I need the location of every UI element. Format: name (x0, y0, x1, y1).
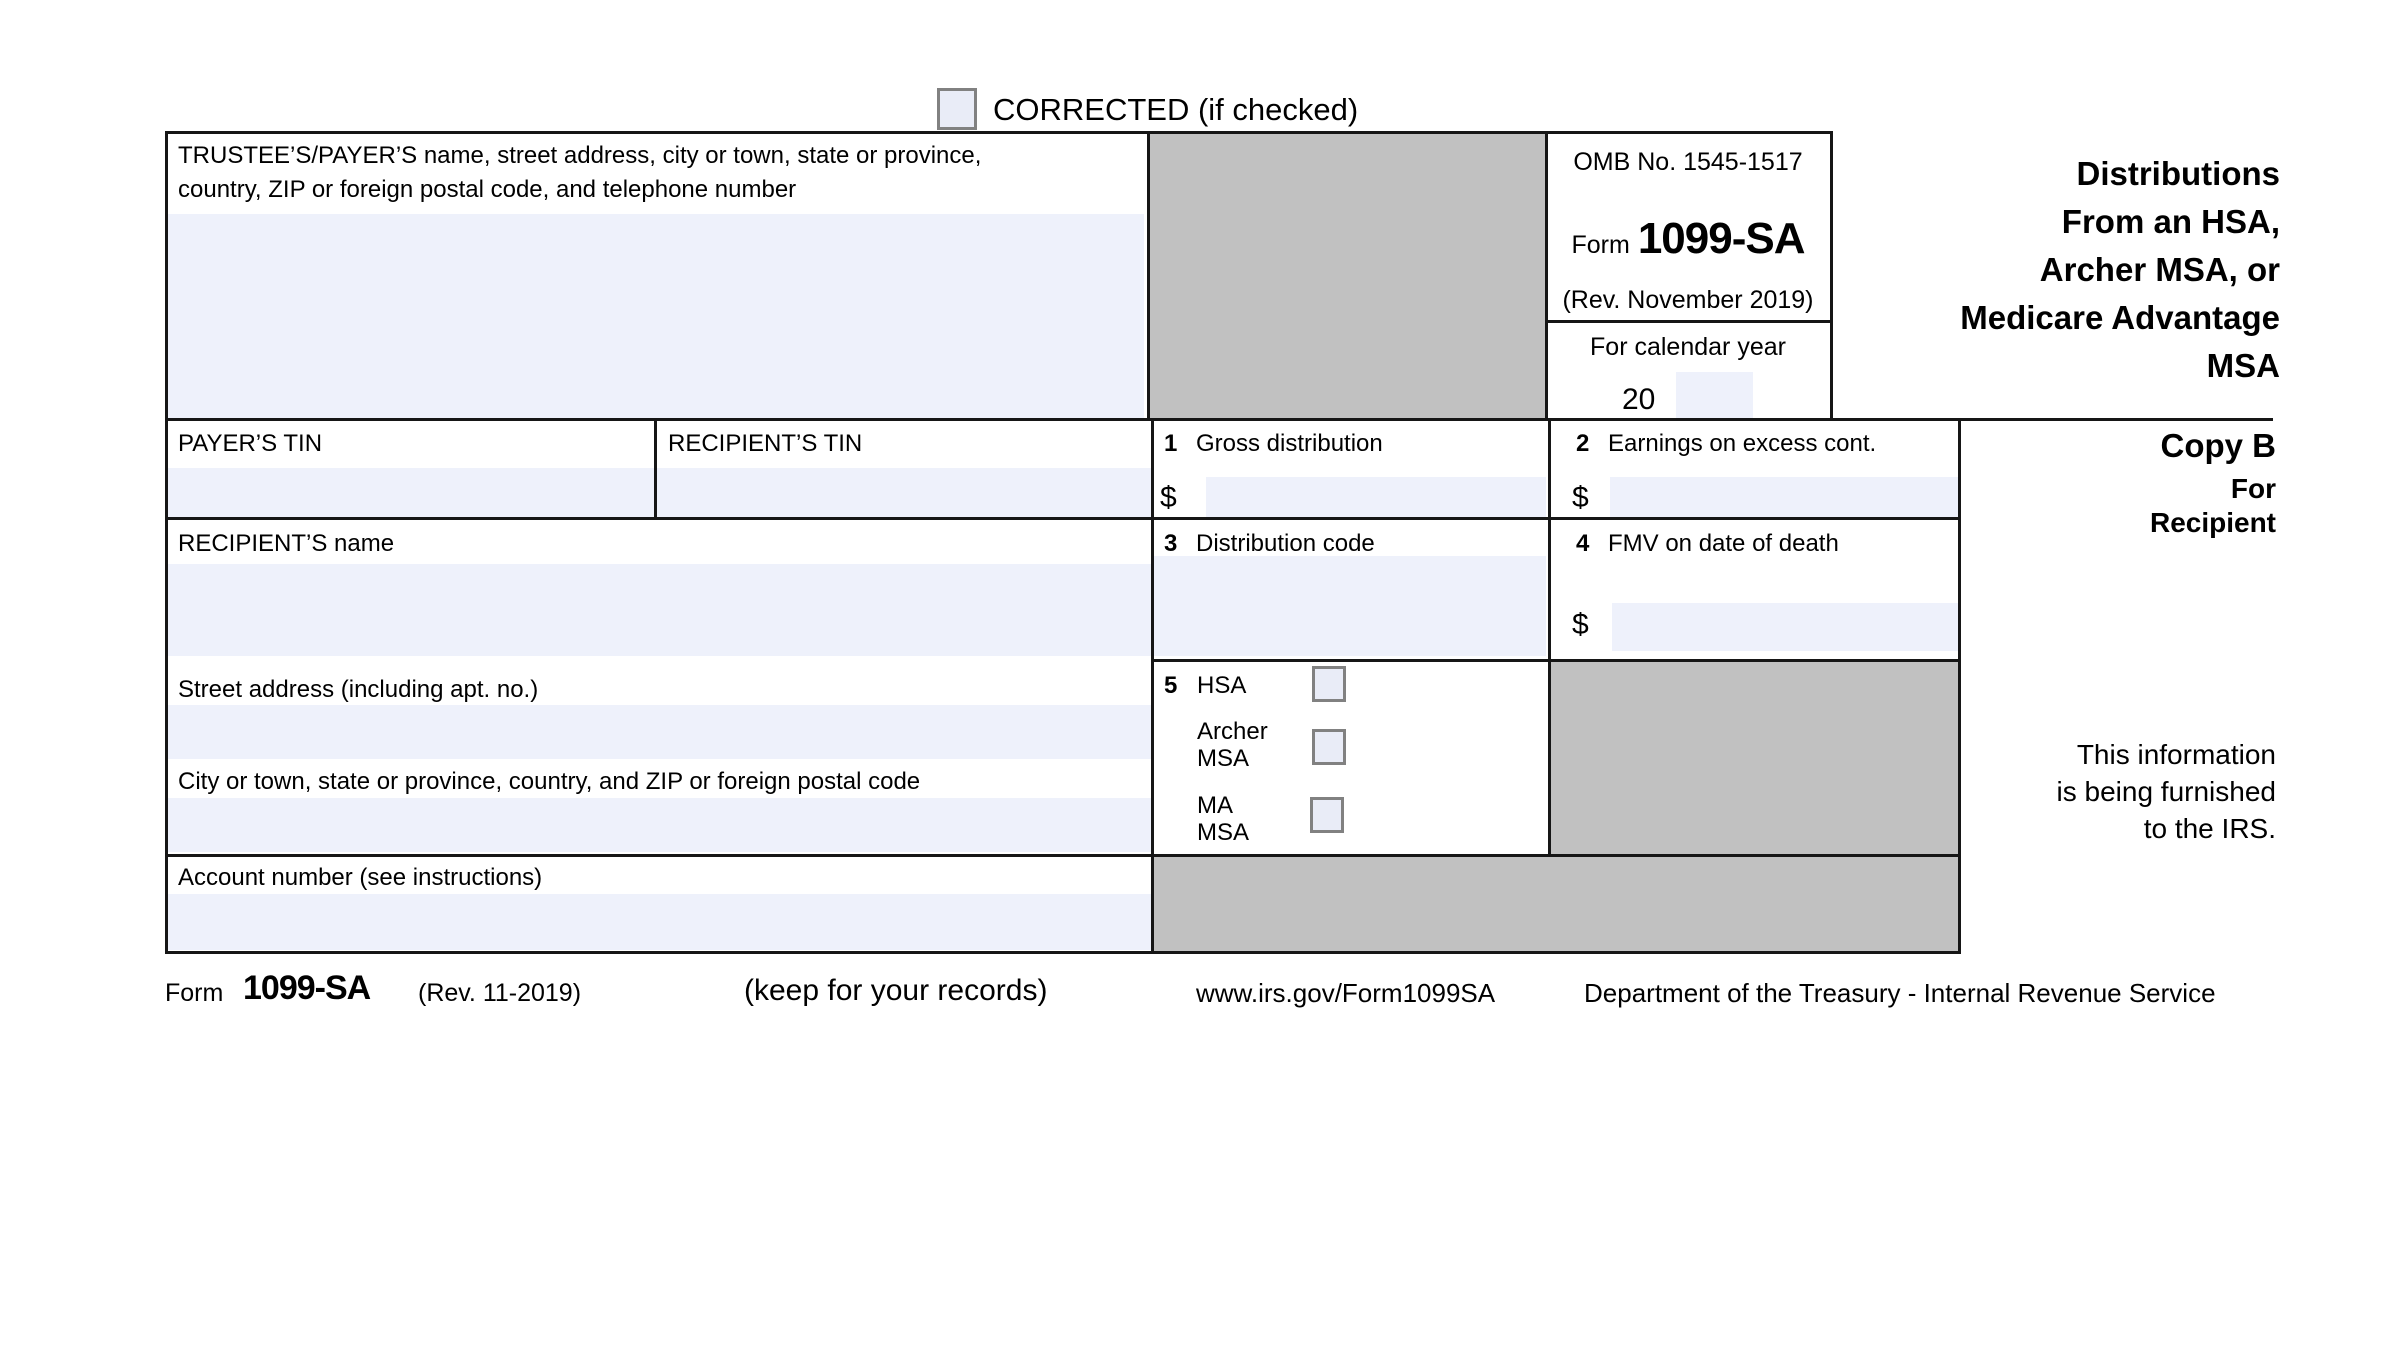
form-number: 1099-SA (1637, 214, 1806, 263)
box2-label: Earnings on excess cont. (1608, 430, 1877, 457)
omb-number: OMB No. 1545-1517 (1573, 148, 1803, 176)
border-row4-bottom (165, 854, 1961, 857)
form-revision: (Rev. November 2019) (1562, 286, 1814, 314)
border-shade-left (1147, 131, 1150, 421)
box5-archer-label: Archer MSA (1197, 718, 1268, 772)
border-row1-bottom (165, 418, 2273, 421)
recipient-tin-input[interactable] (657, 468, 1151, 517)
account-number-input[interactable] (168, 894, 1151, 950)
box4-label: FMV on date of death (1608, 530, 1839, 557)
box5-ma-label: MA MSA (1197, 792, 1249, 846)
copy-b-label: Copy B (2160, 427, 2277, 464)
box2-number: 2 (1576, 430, 1590, 457)
border-row3-bottom (1152, 659, 1961, 662)
footer-department: Department of the Treasury - Internal Re… (1584, 978, 2216, 1008)
fmv-date-death-input[interactable] (1612, 603, 1958, 651)
payer-tin-input[interactable] (168, 468, 654, 517)
border-tin-divider (654, 418, 657, 520)
city-input[interactable] (168, 798, 1151, 852)
street-address-input[interactable] (168, 705, 1151, 759)
box5-ma-label-line2: MSA (1197, 819, 1250, 846)
gross-distribution-input[interactable] (1206, 477, 1546, 517)
box1-dollar-sign: $ (1160, 481, 1177, 514)
street-address-label: Street address (including apt. no.) (178, 676, 539, 703)
copy-block: Copy B For Recipient (1980, 426, 2276, 540)
border-top (165, 131, 1833, 134)
form-title-line5: MSA (2206, 347, 2280, 384)
form-number-heading: Form 1099-SA (1546, 214, 1830, 270)
account-number-label: Account number (see instructions) (178, 864, 543, 891)
copy-recipient-label: Recipient (2149, 507, 2276, 538)
earnings-excess-input[interactable] (1610, 477, 1958, 517)
footer-form-word: Form (165, 979, 224, 1007)
footer-irs-url: www.irs.gov/Form1099SA (1196, 978, 1496, 1008)
trustee-payer-label-line2: country, ZIP or foreign postal code, and… (178, 176, 797, 203)
irs-furnish-note: This information is being furnished to t… (1980, 736, 2276, 847)
box1-label: Gross distribution (1196, 430, 1383, 457)
box5-hsa-label: HSA (1197, 672, 1247, 699)
border-omb-right (1830, 131, 1833, 421)
box5-ma-label-line1: MA (1197, 792, 1233, 819)
recipient-name-label: RECIPIENT’S name (178, 530, 395, 557)
shaded-area-bottom (1151, 854, 1961, 954)
box4-number: 4 (1576, 530, 1590, 557)
form-title-line2: From an HSA, (2061, 203, 2280, 240)
border-row2-bottom (165, 517, 1961, 520)
copy-for-label: For (2230, 473, 2276, 504)
city-label: City or town, state or province, country… (178, 768, 921, 795)
border-omb-left (1545, 131, 1548, 421)
form-title-line4: Medicare Advantage (1960, 299, 2280, 336)
footer-form-number: 1099-SA (243, 969, 371, 1007)
border-omb-divider (1546, 320, 1833, 323)
corrected-checkbox[interactable] (937, 88, 977, 130)
box5-archer-label-line2: MSA (1197, 745, 1250, 772)
border-left (165, 131, 168, 954)
calendar-year-label: For calendar year (1590, 333, 1786, 361)
trustee-payer-label-line1: TRUSTEE’S/PAYER’S name, street address, … (178, 142, 982, 169)
form-title-line1: Distributions (2076, 155, 2281, 192)
box1-number: 1 (1164, 430, 1178, 457)
box2-dollar-sign: $ (1572, 481, 1589, 514)
form-title: Distributions From an HSA, Archer MSA, o… (1850, 150, 2280, 390)
shaded-area-middle (1550, 659, 1961, 857)
calendar-year-prefix: 20 (1622, 383, 1656, 416)
ma-msa-checkbox[interactable] (1310, 797, 1344, 833)
archer-msa-checkbox[interactable] (1312, 729, 1346, 765)
recipient-tin-label: RECIPIENT’S TIN (668, 430, 863, 457)
box3-label: Distribution code (1196, 530, 1375, 557)
box5-archer-label-line1: Archer (1197, 718, 1268, 745)
irs-furnish-note-line3: to the IRS. (2143, 813, 2276, 844)
irs-furnish-note-line1: This information (2076, 739, 2276, 770)
shaded-area-top (1147, 131, 1548, 421)
box5-number: 5 (1164, 672, 1178, 699)
corrected-label: CORRECTED (if checked) (993, 92, 1359, 127)
box3-number: 3 (1164, 530, 1178, 557)
distribution-code-input[interactable] (1154, 556, 1546, 656)
footer-keep-note: (keep for your records) (744, 974, 1048, 1007)
trustee-payer-input[interactable] (168, 214, 1144, 418)
footer-revision: (Rev. 11-2019) (418, 979, 582, 1007)
calendar-year-input[interactable] (1676, 372, 1753, 418)
border-main-divider (1151, 418, 1154, 954)
payer-tin-label: PAYER’S TIN (178, 430, 323, 457)
hsa-checkbox[interactable] (1312, 666, 1346, 702)
box4-dollar-sign: $ (1572, 608, 1589, 641)
border-box-divider (1548, 418, 1551, 857)
irs-furnish-note-line2: is being furnished (2056, 776, 2276, 807)
border-right (1958, 418, 1961, 954)
border-bottom (165, 951, 1961, 954)
form-title-line3: Archer MSA, or (2039, 251, 2280, 288)
recipient-name-input[interactable] (168, 564, 1151, 656)
form-word: Form (1571, 231, 1630, 259)
